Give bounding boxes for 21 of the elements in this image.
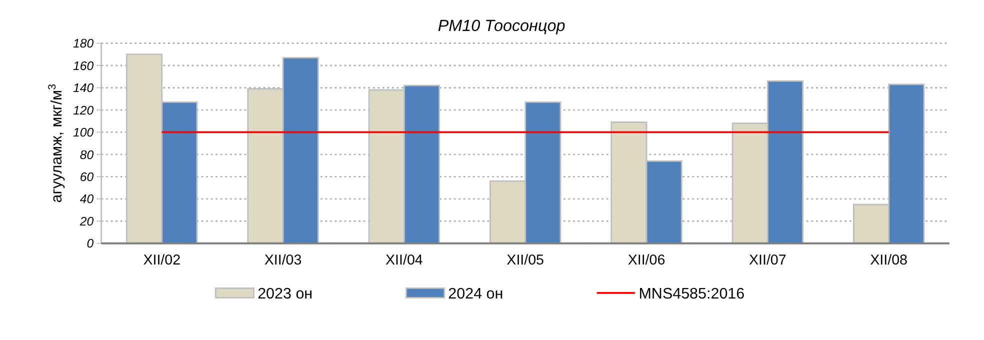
x-tick-label: XII/08 xyxy=(870,252,908,268)
y-tick-label: 40 xyxy=(80,192,94,206)
x-tick-label: XII/04 xyxy=(386,252,423,268)
x-tick-label: XII/02 xyxy=(143,252,181,268)
legend-label: 2023 он xyxy=(258,285,313,302)
legend-label: MNS4585:2016 xyxy=(638,285,745,302)
x-tick-label: XII/05 xyxy=(506,252,544,268)
legend-label: 2024 он xyxy=(448,285,504,302)
x-tick-label: XII/06 xyxy=(628,252,666,268)
y-tick-label: 140 xyxy=(73,81,94,96)
y-tick-label: 0 xyxy=(86,236,94,251)
x-tick-label: XII/07 xyxy=(749,252,786,268)
y-tick-label: 80 xyxy=(80,148,94,162)
y-tick-label: 20 xyxy=(78,214,94,228)
y-tick-label: 60 xyxy=(80,170,94,184)
y-tick-label: 160 xyxy=(73,58,94,73)
y-tick-label: 100 xyxy=(73,126,94,140)
chart-title: PM10 Тоосонцор xyxy=(438,16,566,35)
y-tick-label: 180 xyxy=(73,36,94,51)
y-tick-label: 120 xyxy=(73,103,94,118)
x-tick-label: XII/03 xyxy=(264,252,302,268)
